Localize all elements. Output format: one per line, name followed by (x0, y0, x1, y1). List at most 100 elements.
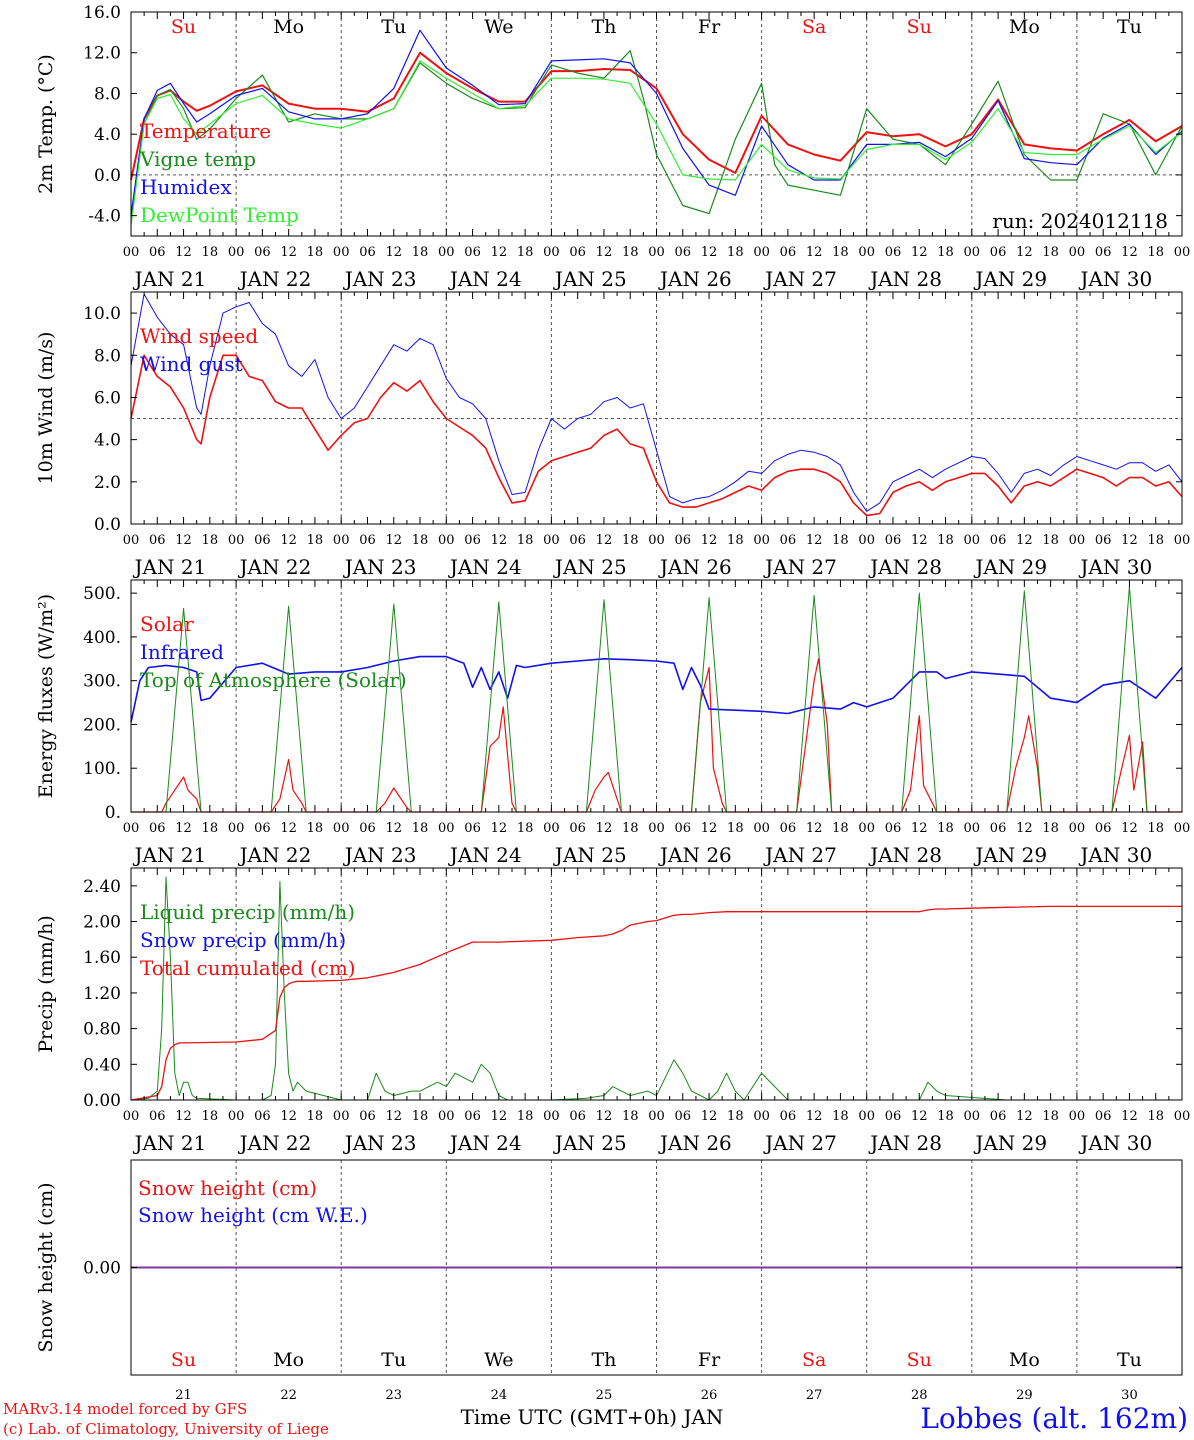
hour-label: 18 (727, 1109, 744, 1124)
date-label: JAN 29 (973, 1131, 1047, 1155)
hour-label: 00 (228, 533, 245, 548)
date-label: JAN 25 (553, 843, 627, 867)
y-tick-label: 10.0 (83, 304, 121, 324)
hour-label: 06 (780, 245, 797, 260)
legend-entry: Snow precip (mm/h) (140, 928, 346, 952)
y-tick-label: 4.0 (94, 431, 121, 451)
hour-label: 06 (359, 245, 376, 260)
weekday-label: Mo (273, 1349, 304, 1371)
hour-label: 06 (569, 533, 586, 548)
hour-label: 12 (491, 533, 508, 548)
date-label: JAN 24 (448, 555, 522, 579)
hour-label: 00 (438, 821, 455, 836)
hour-label: 18 (202, 245, 219, 260)
hour-label: 00 (964, 533, 981, 548)
hour-label: 00 (753, 533, 770, 548)
date-label: JAN 30 (1078, 555, 1152, 579)
hour-label: 06 (569, 821, 586, 836)
date-label: JAN 21 (133, 555, 207, 579)
hour-label: 06 (254, 821, 271, 836)
y-tick-label: 100. (83, 759, 121, 779)
hour-label: 06 (885, 533, 902, 548)
hour-label: 06 (254, 245, 271, 260)
hour-label: 06 (464, 821, 481, 836)
date-label: JAN 23 (343, 1131, 417, 1155)
weekday-label: Tu (1117, 16, 1142, 38)
y-tick-label: 1.20 (83, 984, 121, 1004)
hour-label: 18 (1042, 533, 1059, 548)
hour-label: 00 (333, 533, 350, 548)
hour-label: 06 (149, 245, 166, 260)
hour-label: 00 (753, 1109, 770, 1124)
hour-label: 18 (517, 1109, 534, 1124)
hour-label: 18 (517, 533, 534, 548)
hour-label: 12 (911, 245, 928, 260)
hour-label: 00 (753, 245, 770, 260)
y-axis-title: Precip (mm/h) (35, 915, 57, 1053)
y-tick-label: 8.0 (94, 346, 121, 366)
hour-label: 06 (1095, 533, 1112, 548)
y-tick-label: -4.0 (88, 207, 121, 227)
hour-label: 18 (832, 821, 849, 836)
hour-label: 00 (333, 1109, 350, 1124)
date-label: JAN 27 (763, 1131, 837, 1155)
weekday-label: Su (907, 1349, 932, 1371)
hour-label: 18 (412, 245, 429, 260)
hour-label: 00 (333, 821, 350, 836)
date-label: JAN 26 (658, 1131, 732, 1155)
hour-label: 06 (1095, 821, 1112, 836)
hour-label: 12 (385, 821, 402, 836)
hour-label: 00 (438, 1109, 455, 1124)
hour-label: 12 (596, 821, 613, 836)
weekday-label: Mo (1009, 1349, 1040, 1371)
hour-label: 00 (648, 245, 665, 260)
y-tick-label: 4.0 (94, 125, 121, 145)
hour-label: 12 (806, 1109, 823, 1124)
day-number: 26 (701, 1388, 718, 1403)
hour-label: 18 (727, 533, 744, 548)
hour-label: 12 (701, 533, 718, 548)
hour-label: 06 (780, 821, 797, 836)
hour-label: 18 (832, 245, 849, 260)
y-tick-label: 0.40 (83, 1055, 121, 1075)
legend-entry: Liquid precip (mm/h) (140, 900, 355, 924)
date-label: JAN 22 (238, 267, 312, 291)
hour-label: 06 (254, 533, 271, 548)
hour-label: 18 (307, 245, 324, 260)
hour-label: 06 (780, 533, 797, 548)
series-line-precip-2 (130, 905, 1182, 1101)
hour-label: 00 (1174, 1109, 1191, 1124)
hour-label: 06 (1095, 245, 1112, 260)
day-number: 30 (1121, 1388, 1138, 1403)
y-tick-label: 0.0 (94, 166, 121, 186)
hour-label: 18 (937, 1109, 954, 1124)
hour-label: 06 (885, 821, 902, 836)
date-label: JAN 27 (763, 843, 837, 867)
weekday-label: Tu (381, 1349, 406, 1371)
hour-label: 18 (622, 1109, 639, 1124)
hour-label: 06 (675, 245, 692, 260)
y-tick-label: 0.00 (83, 1259, 121, 1279)
legend-entry: Vigne temp (139, 147, 256, 171)
date-label: JAN 29 (973, 843, 1047, 867)
y-axis-title: Energy fluxes (W/m²) (35, 594, 57, 798)
hour-label: 12 (911, 821, 928, 836)
weekday-label: Sa (802, 1349, 826, 1371)
hour-label: 12 (175, 821, 192, 836)
hour-label: 12 (385, 533, 402, 548)
hour-label: 06 (569, 245, 586, 260)
hour-label: 06 (149, 533, 166, 548)
hour-label: 18 (937, 533, 954, 548)
weekday-label: We (484, 1349, 513, 1371)
date-label: JAN 25 (553, 555, 627, 579)
hour-label: 00 (964, 245, 981, 260)
temp-panel: -4.0 0.0 4.0 8.0 12.0 16.0 00 06 12 18 JAN 21 00 06 1… (35, 3, 1190, 291)
series-line-temp-0 (130, 51, 1183, 181)
hour-label: 00 (1069, 245, 1086, 260)
hour-label: 00 (648, 1109, 665, 1124)
wind-panel: 0.0 2.0 4.0 6.0 8.0 10.0 00 06 12 18 JAN 21 00 06 12 1… (35, 291, 1190, 579)
y-tick-label: 8.0 (94, 84, 121, 104)
series-line-temp-1 (130, 50, 1183, 221)
hour-label: 00 (123, 1109, 140, 1124)
hour-label: 00 (543, 821, 560, 836)
